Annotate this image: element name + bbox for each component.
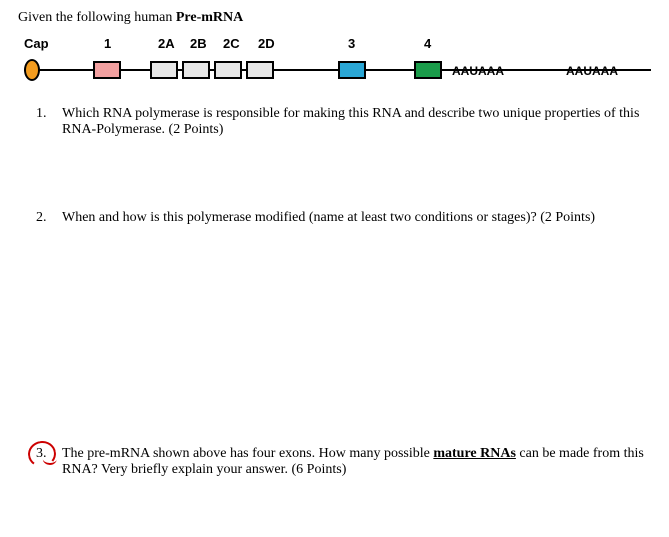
exon-2c [214,61,242,79]
exon-2b [182,61,210,79]
label-2b: 2B [190,36,207,51]
exon-2d [246,61,274,79]
question-2: 2. When and how is this polymerase modif… [62,210,651,226]
polya-signal-2: AAUAAA [566,64,618,78]
title-bold: Pre-mRNA [176,10,243,25]
label-3: 3 [348,36,355,51]
cap-shape [24,59,40,81]
pre-mrna-diagram: Cap 1 2A 2B 2C 2D 3 4 AAUAAA AAUAAA [18,36,651,96]
label-4: 4 [424,36,431,51]
questions-list: 1. Which RNA polymerase is responsible f… [18,106,651,478]
q3-bold: mature RNAs [433,446,516,461]
q3-text-before: The pre-mRNA shown above has four exons.… [62,446,433,461]
diagram-labels: Cap 1 2A 2B 2C 2D 3 4 [18,36,651,54]
exon-3 [338,61,366,79]
q1-text: Which RNA polymerase is responsible for … [62,106,639,137]
label-2c: 2C [223,36,240,51]
page-title: Given the following human Pre-mRNA [18,10,651,26]
label-2d: 2D [258,36,275,51]
title-prefix: Given the following human [18,10,176,25]
exon-1 [93,61,121,79]
diagram-shapes: AAUAAA AAUAAA [18,58,651,88]
label-1: 1 [104,36,111,51]
question-1: 1. Which RNA polymerase is responsible f… [62,106,651,138]
label-2a: 2A [158,36,175,51]
q2-number: 2. [36,210,47,226]
q3-number: 3. [36,446,47,462]
label-cap: Cap [24,36,49,51]
question-3: 3. The pre-mRNA shown above has four exo… [62,446,651,478]
q1-number: 1. [36,106,47,122]
exon-4 [414,61,442,79]
polya-signal-1: AAUAAA [452,64,504,78]
exon-2a [150,61,178,79]
q2-text: When and how is this polymerase modified… [62,210,595,225]
